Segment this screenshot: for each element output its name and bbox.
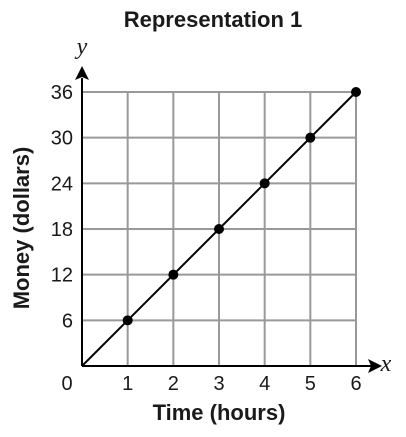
chart-title: Representation 1 [124,7,303,32]
y-tick-label: 24 [51,173,73,195]
x-tick-label: 6 [350,373,361,395]
data-point [305,132,316,143]
data-point [259,178,270,189]
data-point [122,315,133,326]
y-axis-variable: y [75,34,88,60]
y-axis-label: Money (dollars) [9,147,34,310]
y-axis-arrow [75,66,89,80]
data-point [214,224,224,234]
y-tick-label: 18 [51,219,73,241]
y-tick-label: 36 [51,82,73,104]
y-tick-label: 30 [51,128,73,150]
x-tick-label: 2 [168,373,179,395]
x-tick-label: 3 [213,373,224,395]
x-axis-variable: x [380,351,392,377]
y-tick-label: 6 [62,310,73,332]
x-axis-arrow [368,359,382,373]
axes [75,66,382,373]
y-tick-label: 12 [51,265,73,287]
x-axis-label: Time (hours) [153,400,286,425]
data-point [168,269,179,280]
data-points [122,87,361,326]
x-tick-label: 4 [259,373,270,395]
origin-label: 0 [61,373,72,395]
x-tick-label: 5 [305,373,316,395]
data-point [351,87,361,97]
x-tick-label: 1 [122,373,133,395]
